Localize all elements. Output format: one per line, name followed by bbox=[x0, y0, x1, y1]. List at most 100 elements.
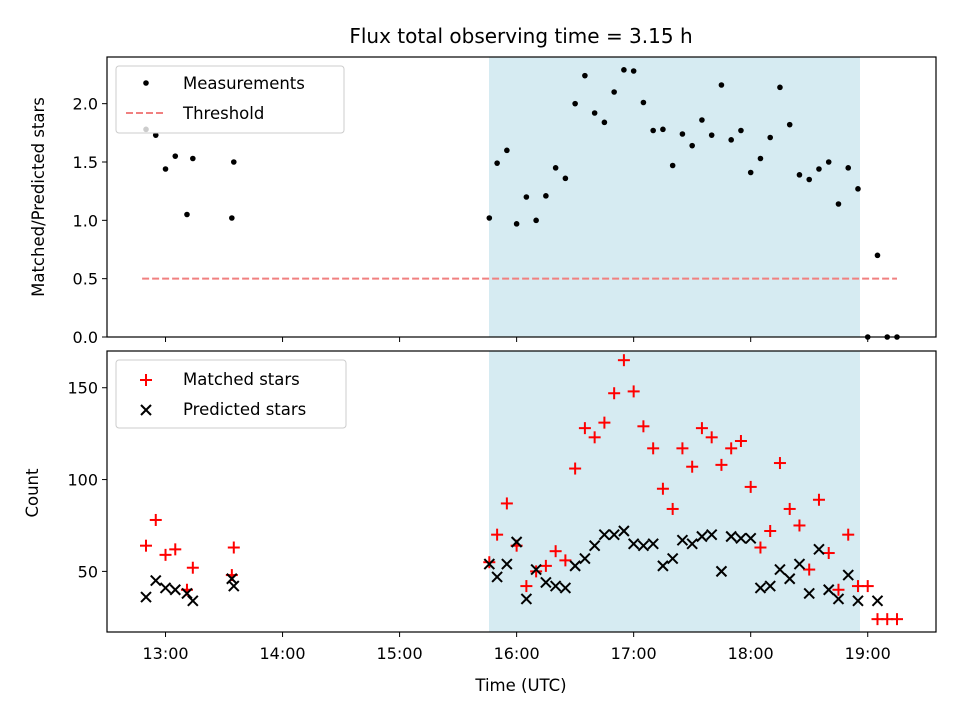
legend-threshold-label: Threshold bbox=[182, 104, 264, 123]
predicted-stars-point bbox=[637, 539, 650, 552]
measurement-point bbox=[855, 186, 861, 192]
matched-stars-point bbox=[169, 543, 182, 556]
matched-stars-point bbox=[186, 561, 199, 574]
measurement-point bbox=[562, 175, 569, 182]
matched-stars-point bbox=[647, 442, 660, 455]
predicted-stars-point bbox=[764, 580, 776, 592]
bottom-y-axis: 50 100 150 bbox=[67, 379, 107, 581]
predicted-stars-point bbox=[832, 593, 845, 605]
predicted-stars-point bbox=[823, 584, 835, 596]
predicted-stars-point bbox=[774, 563, 786, 576]
measurement-point bbox=[825, 159, 832, 165]
matched-stars-point bbox=[627, 385, 640, 398]
x-tick-label: 13:00 bbox=[142, 644, 188, 663]
top-legend: Measurements Threshold bbox=[115, 65, 345, 134]
measurement-point bbox=[650, 127, 656, 134]
top-legend-box bbox=[115, 65, 345, 134]
matched-stars-point bbox=[832, 583, 845, 596]
measurement-point bbox=[621, 67, 627, 73]
legend-predicted-marker bbox=[140, 404, 152, 416]
matched-stars-point bbox=[803, 563, 816, 576]
matched-stars-point bbox=[617, 354, 630, 367]
matched-stars-point bbox=[822, 547, 835, 560]
predicted-stars-point bbox=[627, 538, 640, 550]
bottom-y-tick-label: 150 bbox=[67, 379, 98, 398]
measurement-point bbox=[660, 126, 666, 133]
matched-stars-point bbox=[500, 497, 513, 510]
top-y-tick-label: 2.0 bbox=[73, 95, 98, 114]
top-observing-window bbox=[489, 57, 860, 337]
predicted-stars-point bbox=[150, 574, 162, 587]
predicted-stars-point bbox=[483, 558, 496, 570]
predicted-stars-point bbox=[187, 595, 199, 607]
matched-stars-point bbox=[666, 502, 679, 515]
measurement-point bbox=[699, 117, 705, 123]
predicted-stars-point bbox=[501, 558, 513, 570]
predicted-stars-point bbox=[744, 532, 757, 545]
top-y-tick-label: 0.0 bbox=[73, 328, 98, 347]
measurement-point bbox=[611, 89, 617, 95]
measurement-point bbox=[728, 137, 734, 143]
measurement-point bbox=[640, 99, 647, 106]
matched-stars-point bbox=[764, 524, 777, 537]
measurement-point bbox=[230, 159, 237, 165]
matched-stars-point bbox=[773, 457, 786, 470]
legend-predicted-label: Predicted stars bbox=[183, 400, 306, 419]
measurement-point bbox=[572, 100, 578, 107]
legend-matched-label: Matched stars bbox=[183, 370, 300, 389]
measurement-point bbox=[786, 121, 793, 128]
matched-stars-point bbox=[793, 519, 806, 532]
matched-stars-point bbox=[559, 554, 572, 567]
measurement-point bbox=[767, 134, 773, 141]
matched-stars-point bbox=[705, 431, 718, 444]
matched-stars-point bbox=[676, 442, 689, 455]
measurement-point bbox=[669, 162, 676, 169]
measurement-point bbox=[679, 131, 686, 137]
x-tick-label: 19:00 bbox=[845, 644, 891, 663]
legend-measurements-marker bbox=[143, 80, 149, 86]
predicted-stars-point bbox=[228, 580, 240, 592]
predicted-stars-point bbox=[540, 576, 552, 589]
matched-stars-point bbox=[588, 431, 601, 444]
predicted-stars-point bbox=[725, 530, 737, 543]
measurement-point bbox=[874, 252, 881, 259]
matched-stars-point bbox=[686, 460, 699, 473]
matched-stars-point bbox=[744, 480, 757, 493]
measurement-point bbox=[806, 176, 813, 183]
measurement-point bbox=[494, 160, 500, 166]
measurement-point bbox=[689, 142, 695, 149]
predicted-stars-point bbox=[686, 538, 698, 550]
matched-stars-point bbox=[227, 541, 240, 554]
star-count-series bbox=[140, 354, 903, 626]
bottom-legend: Matched stars Predicted stars bbox=[115, 359, 347, 429]
x-tick-label: 14:00 bbox=[259, 644, 305, 663]
bottom-x-axis: 13:00 14:00 15:00 16:00 17:00 18:00 19:00 bbox=[142, 632, 891, 663]
x-axis-label: Time (UTC) bbox=[474, 676, 566, 695]
measurement-point bbox=[835, 201, 842, 207]
measurement-point bbox=[190, 155, 196, 162]
matched-stars-point bbox=[608, 387, 621, 400]
matched-stars-point bbox=[890, 613, 903, 626]
matched-stars-point bbox=[140, 539, 153, 552]
matched-stars-point bbox=[637, 420, 650, 433]
predicted-stars-point bbox=[569, 560, 581, 572]
predicted-stars-point bbox=[510, 536, 523, 548]
matched-stars-point bbox=[483, 556, 496, 569]
matched-stars-point bbox=[734, 434, 747, 447]
matched-stars-point bbox=[715, 458, 728, 471]
matched-stars-point bbox=[842, 528, 855, 541]
measurement-point bbox=[486, 215, 493, 221]
measurement-point bbox=[229, 215, 235, 221]
predicted-stars-point bbox=[735, 532, 747, 545]
bottom-observing-window bbox=[489, 351, 860, 632]
measurement-point bbox=[738, 127, 744, 134]
bottom-legend-box bbox=[115, 359, 347, 429]
x-tick-label: 17:00 bbox=[611, 644, 657, 663]
measurement-point bbox=[172, 153, 179, 159]
predicted-stars-point bbox=[549, 580, 562, 592]
bottom-y-axis-label: Count bbox=[23, 468, 42, 518]
matched-stars-point bbox=[491, 528, 504, 541]
measurement-point bbox=[513, 221, 520, 227]
predicted-stars-point bbox=[181, 587, 193, 600]
